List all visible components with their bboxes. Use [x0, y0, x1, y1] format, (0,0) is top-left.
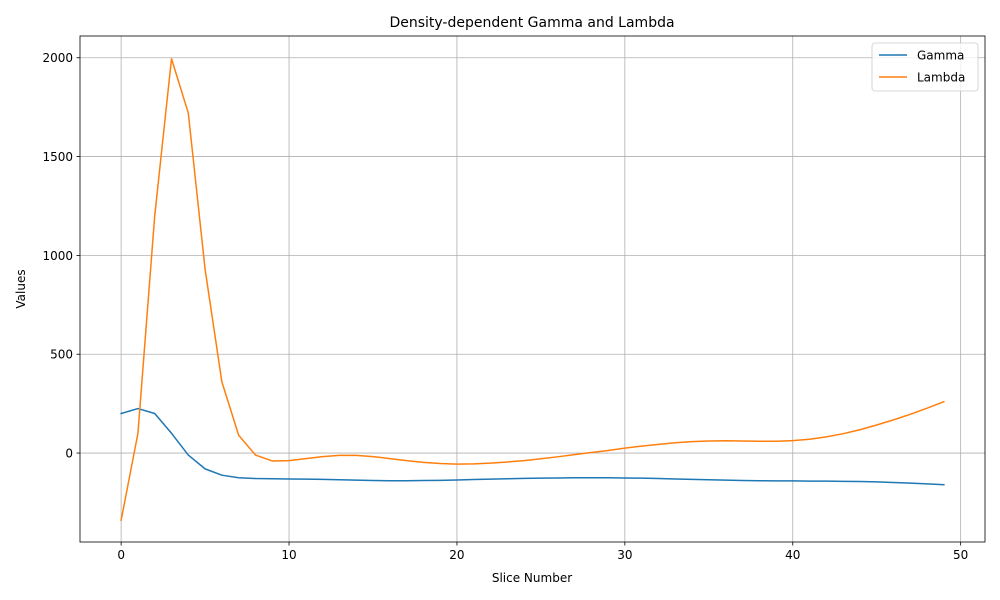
y-axis-label: Values	[14, 269, 28, 308]
plot-frame	[79, 35, 986, 543]
grid	[80, 36, 985, 542]
legend-label-lambda: Lambda	[917, 71, 965, 85]
y-tick-label: 1500	[42, 150, 73, 164]
y-tick-label: 1000	[42, 249, 73, 263]
y-tick-label: 500	[50, 348, 73, 362]
series-lines	[120, 57, 945, 522]
x-tick-label: 10	[281, 548, 296, 562]
x-tick-label: 50	[953, 548, 968, 562]
x-tick-label: 0	[117, 548, 125, 562]
x-tick-label: 30	[617, 548, 632, 562]
legend-label-gamma: Gamma	[917, 49, 964, 63]
series-line-lambda	[120, 57, 945, 522]
chart-title: Density-dependent Gamma and Lambda	[389, 15, 674, 31]
series-line-gamma	[120, 407, 945, 486]
y-tick-label: 0	[65, 447, 73, 461]
x-tick-label: 20	[449, 548, 464, 562]
x-axis-label: Slice Number	[492, 571, 572, 585]
y-tick-label: 2000	[42, 51, 73, 65]
x-tick-label: 40	[785, 548, 800, 562]
legend: Gamma Lambda	[871, 42, 979, 92]
